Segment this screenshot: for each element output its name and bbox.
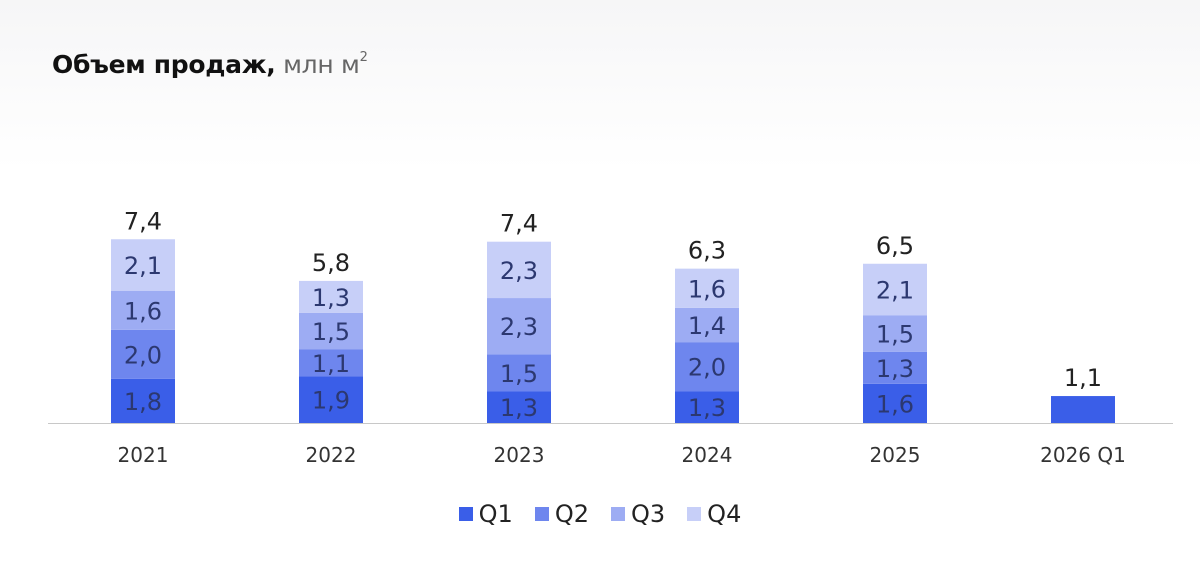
bar-segment-q1-2021 [111, 378, 175, 423]
bar-segment-q3-2023 [487, 298, 551, 355]
legend-label-q2: Q2 [554, 500, 589, 528]
bar-segment-q3-2024 [675, 307, 739, 343]
segment-label-q4-2022: 1,3 [312, 284, 350, 312]
total-label-2023: 7,4 [500, 210, 538, 238]
segment-label-q1-2025: 1,6 [876, 390, 914, 418]
segment-label-q2-2024: 2,0 [688, 354, 726, 382]
bar-segment-q3-2021 [111, 290, 175, 330]
segment-label-q4-2024: 1,6 [688, 275, 726, 303]
segment-label-q1-2022: 1,9 [312, 387, 350, 415]
x-tick-label-2025: 2025 [870, 443, 921, 467]
bar-segment-q2-2021 [111, 329, 175, 379]
chart-title-main: Объем продаж, [52, 50, 276, 79]
segment-label-q3-2025: 1,5 [876, 321, 914, 349]
total-label-2026-Q1: 1,1 [1064, 364, 1102, 392]
segment-label-q1-2024: 1,3 [688, 394, 726, 422]
bar-segment-q1-2022 [299, 376, 363, 423]
segment-label-q4-2021: 2,1 [124, 252, 162, 280]
segment-label-q2-2023: 1,5 [500, 360, 538, 388]
segment-label-q3-2022: 1,5 [312, 318, 350, 346]
legend-swatch-q2 [534, 507, 549, 521]
segment-label-q3-2024: 1,4 [688, 312, 726, 340]
segment-label-q2-2022: 1,1 [312, 350, 350, 378]
x-tick-label-2024: 2024 [682, 443, 733, 467]
total-label-2024: 6,3 [688, 237, 726, 265]
x-tick-label-2022: 2022 [306, 443, 357, 467]
bar-segment-q3-2025 [863, 315, 927, 352]
chart-legend: Q1 Q2 Q3 Q4 [0, 500, 1200, 528]
total-label-2021: 7,4 [124, 207, 162, 235]
legend-label-q1: Q1 [478, 500, 513, 528]
segment-label-q1-2023: 1,3 [500, 394, 538, 422]
x-tick-label-2026-Q1: 2026 Q1 [1040, 443, 1126, 467]
bar-segment-q4-2025 [863, 263, 927, 316]
legend-swatch-q4 [687, 507, 702, 521]
legend-item-q3: Q3 [611, 500, 665, 528]
legend-item-q2: Q2 [534, 500, 589, 528]
legend-label-q4: Q4 [707, 500, 742, 528]
bar-segment-q1-2023 [487, 391, 551, 423]
segment-label-q4-2023: 2,3 [500, 257, 538, 285]
bar-segment-q2-2022 [299, 349, 363, 377]
legend-swatch-q1 [458, 507, 473, 521]
bar-segment-q2-2025 [863, 351, 927, 384]
chart-title: Объем продаж, млн м2 [52, 50, 368, 79]
bar-segment-q3-2022 [299, 312, 363, 350]
legend-item-q4: Q4 [687, 500, 741, 528]
chart-title-unit-sup: 2 [359, 50, 368, 65]
chart-title-unit-text: млн м [283, 50, 360, 79]
chart-title-unit: млн м2 [283, 50, 368, 79]
bar-segment-q4-2024 [675, 268, 739, 308]
bar-segment-q1-2025 [863, 383, 927, 423]
bar-segment-q2-2024 [675, 342, 739, 392]
segment-label-q3-2021: 1,6 [124, 297, 162, 325]
legend-swatch-q3 [611, 507, 625, 521]
segment-label-q1-2021: 1,8 [124, 388, 162, 416]
bar-segment-q1-2026-Q1 [1051, 396, 1115, 423]
x-tick-label-2023: 2023 [494, 443, 545, 467]
total-label-2025: 6,5 [876, 232, 914, 260]
bar-segment-q4-2021 [111, 239, 175, 291]
segment-label-q4-2025: 2,1 [876, 276, 914, 304]
legend-label-q3: Q3 [631, 500, 666, 528]
bar-segment-q4-2023 [487, 241, 551, 299]
total-label-2022: 5,8 [312, 249, 350, 277]
legend-item-q1: Q1 [458, 500, 513, 528]
x-tick-label-2021: 2021 [118, 443, 169, 467]
bar-segment-q2-2023 [487, 354, 551, 392]
segment-label-q2-2021: 2,0 [124, 341, 162, 369]
bar-segment-q4-2022 [299, 280, 363, 313]
segment-label-q3-2023: 2,3 [500, 313, 538, 341]
segment-label-q2-2025: 1,3 [876, 355, 914, 383]
bar-segment-q1-2024 [675, 391, 739, 423]
